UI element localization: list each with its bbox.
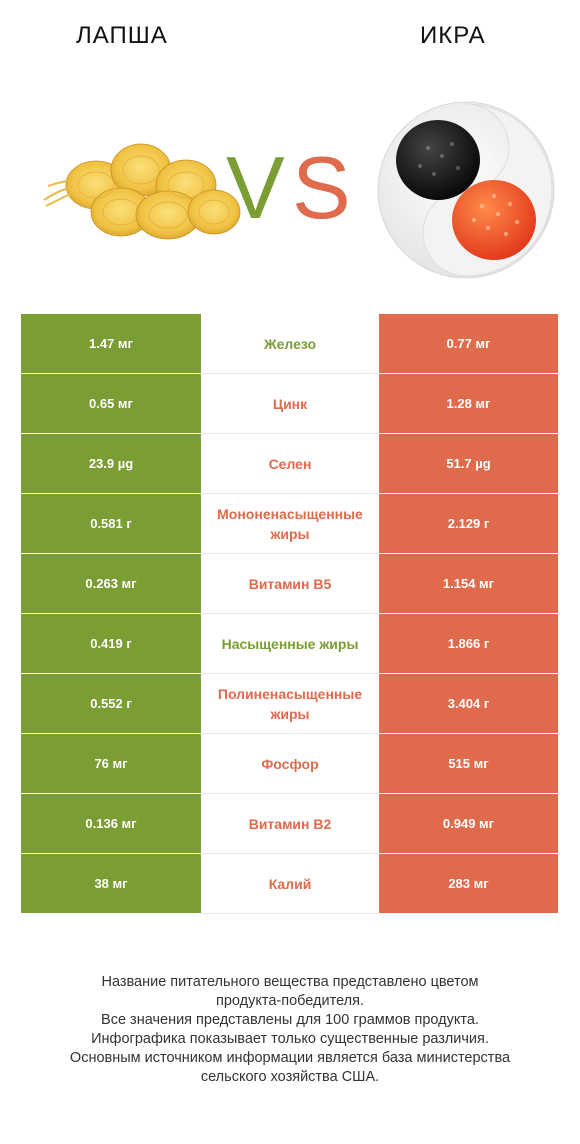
right-value: 283 мг [379, 854, 558, 914]
left-value: 0.552 г [21, 674, 201, 734]
table-row: 0.263 мг Витамин B5 1.154 мг [21, 554, 558, 614]
nutrient-name: Железо [201, 314, 379, 374]
header: ЛАПША ИКРА [0, 0, 580, 300]
right-product-name: ИКРА [420, 22, 486, 49]
nutrient-name: Цинк [201, 374, 379, 434]
left-value: 1.47 мг [21, 314, 201, 374]
right-value: 2.129 г [379, 494, 558, 554]
caviar-image [377, 101, 555, 279]
table-row: 0.419 г Насыщенные жиры 1.866 г [21, 614, 558, 674]
nutrient-name: Селен [201, 434, 379, 494]
table-row: 1.47 мг Железо 0.77 мг [21, 314, 558, 374]
right-value: 51.7 µg [379, 434, 558, 494]
pasta-image [43, 143, 241, 240]
footer-line: продукта-победителя. [215, 993, 365, 1009]
right-value: 1.154 мг [379, 554, 558, 614]
nutrient-name: Витамин B2 [201, 794, 379, 854]
vs-s: S [292, 138, 351, 228]
table-row: 0.65 мг Цинк 1.28 мг [21, 374, 558, 434]
right-value: 1.28 мг [379, 374, 558, 434]
table-row: 0.552 г Полиненасыщенные жиры 3.404 г [21, 674, 558, 734]
table-row: 0.581 г Мононенасыщенные жиры 2.129 г [21, 494, 558, 554]
table-row: 38 мг Калий 283 мг [21, 854, 558, 914]
vs-v: V [226, 138, 285, 228]
right-value: 1.866 г [379, 614, 558, 674]
right-value: 515 мг [379, 734, 558, 794]
left-value: 23.9 µg [21, 434, 201, 494]
nutrient-name: Мононенасыщенные жиры [201, 494, 379, 554]
left-value: 0.419 г [21, 614, 201, 674]
right-value: 0.949 мг [379, 794, 558, 854]
footer-line: Инфографика показывает только существенн… [91, 1031, 489, 1047]
footer-line: сельского хозяйства США. [200, 1069, 380, 1085]
nutrient-name: Калий [201, 854, 379, 914]
comparison-table: 1.47 мг Железо 0.77 мг 0.65 мг Цинк 1.28… [21, 314, 558, 914]
footer-line: Название питательного вещества представл… [101, 974, 479, 990]
nutrient-name: Насыщенные жиры [201, 614, 379, 674]
left-value: 0.581 г [21, 494, 201, 554]
right-value: 0.77 мг [379, 314, 558, 374]
footer-line: Основным источником информации является … [69, 1050, 511, 1066]
left-product-name: ЛАПША [76, 22, 168, 49]
nutrient-name: Фосфор [201, 734, 379, 794]
footer-note: Название питательного вещества представл… [20, 973, 560, 1087]
table-row: 23.9 µg Селен 51.7 µg [21, 434, 558, 494]
left-value: 0.136 мг [21, 794, 201, 854]
right-value: 3.404 г [379, 674, 558, 734]
left-value: 76 мг [21, 734, 201, 794]
table-row: 76 мг Фосфор 515 мг [21, 734, 558, 794]
left-value: 0.263 мг [21, 554, 201, 614]
left-value: 0.65 мг [21, 374, 201, 434]
left-value: 38 мг [21, 854, 201, 914]
table-row: 0.136 мг Витамин B2 0.949 мг [21, 794, 558, 854]
nutrient-name: Витамин B5 [201, 554, 379, 614]
vs-label: V S [226, 138, 351, 228]
nutrient-name: Полиненасыщенные жиры [201, 674, 379, 734]
footer-line: Все значения представлены для 100 граммо… [101, 1012, 479, 1028]
